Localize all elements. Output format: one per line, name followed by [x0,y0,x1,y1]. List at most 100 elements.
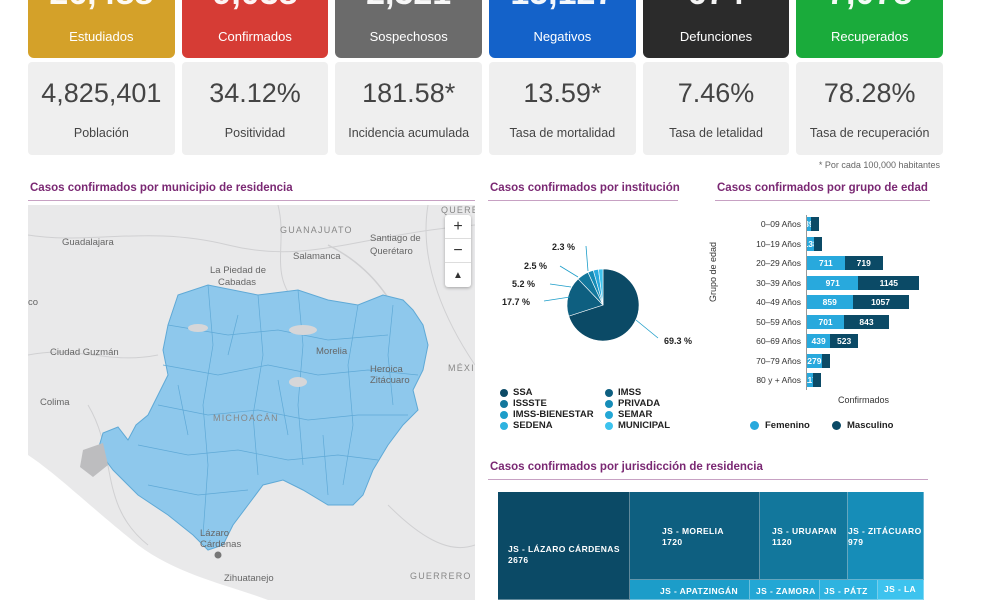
age-x-axis-title: Confirmados [838,395,890,405]
pie-legend-label: SSA [513,387,533,398]
stat-card-1: 9,038 Confirmados 34.12% Positividad [181,0,329,155]
map-label-colima: Colima [40,397,70,408]
age-bar-femenino[interactable]: 971 [807,275,859,290]
legend-dot-icon [750,421,759,430]
pie-slice-1[interactable] [566,278,604,317]
age-category-label: 0–09 Años [760,219,801,229]
pie-label-imss: 17.7 % [502,297,531,307]
zoom-in-button[interactable]: + [445,215,471,239]
pie-slice-0[interactable] [568,268,640,342]
stat-card-label: Estudiados [69,29,134,44]
pie-slice-5[interactable] [598,268,604,306]
stat-card-value: 13.59* [523,78,602,108]
treemap-tile-1[interactable]: JS - MORELIA 1720 [630,492,760,580]
treemap-tile-6[interactable]: JS - PÁTZ [820,580,878,600]
legend-dot-icon [500,388,508,397]
stat-card-metric: 4,825,401 Población [28,62,175,155]
age-bar-masculino[interactable]: 843 [844,314,889,329]
map-title-rule [28,200,475,201]
pie-legend-label: SEMAR [618,409,653,420]
age-bar-femenino[interactable]: 138 [803,236,818,251]
map-label-lazaro: Lázaro [200,528,230,539]
pie-leader-line-1 [543,296,571,302]
stat-card-metric: 181.58* Incidencia acumulada [335,62,483,155]
pie-legend-item: IMSS-BIENESTAR [500,409,610,420]
legend-dot-icon [500,399,508,408]
age-category-label: 80 y + Años [756,375,801,385]
age-bar-femenino[interactable]: 439 [807,334,831,348]
map-label-co: co [28,297,39,308]
pie-legend-label: MUNICIPAL [618,420,671,431]
pie-leader-line-0 [635,319,659,339]
pie-legend-item: MUNICIPAL [605,420,695,431]
age-category-label: 60–69 Años [756,336,801,346]
pie-label-privada: 2.5 % [524,261,548,271]
treemap-tile-name: JS - APATZINGÁN [660,586,739,596]
age-bar-masculino[interactable] [811,217,819,231]
stat-card-count: 2,321 [335,0,482,13]
age-bar-masculino[interactable] [814,236,823,251]
pie-label-imss-bienestar: 2.3 % [552,242,576,252]
treemap-tile-4[interactable]: JS - APATZINGÁN [630,580,750,600]
map-label-guadalajara: Guadalajara [62,237,114,248]
treemap-tile-name: JS - URUAPAN [772,526,837,536]
map-label-guerrero: GUERRERO [410,571,472,581]
age-bar-femenino[interactable]: 859 [807,295,853,309]
stat-card-metric: 7.46% Tasa de letalidad [642,62,790,155]
treemap-tile-3[interactable]: JS - ZITÁCUARO 979 [848,492,924,580]
treemap-tile-0[interactable]: JS - LÁZARO CÁRDENAS 2676 [498,492,630,600]
map-label-ciudad-guzman: Ciudad Guzmán [50,347,119,358]
legend-label-masculino: Masculino [847,420,894,431]
pie-legend-label: PRIVADA [618,398,661,409]
age-bar-masculino[interactable] [813,373,822,387]
stat-card-value: 78.28% [823,78,916,108]
treemap-tile-name: JS - ZITÁCUARO [848,526,922,536]
pie-label-ssa: 69.3 % [664,336,693,346]
map-label-mexico: MÉXI [448,363,475,373]
jurisdiction-treemap: JS - LÁZARO CÁRDENAS 2676 JS - MORELIA 1720… [498,492,924,600]
legend-dot-icon [500,410,508,419]
stat-card-label: Defunciones [679,29,753,44]
treemap-tile-value: 2676 [508,555,529,565]
age-axis-line [806,215,807,390]
age-bar-masculino[interactable] [821,353,830,368]
pie-legend-item: SSA [500,387,610,398]
age-title-rule [715,200,930,201]
stat-card-sublabel: Tasa de mortalidad [509,126,616,140]
michoacan-region [97,284,429,551]
stat-card-value: 34.12% [209,78,301,108]
stat-card-label: Confirmados [218,29,292,44]
age-category-label: 10–19 Años [756,238,801,249]
stat-card-0: 26,488 Estudiados 4,825,401 Población [28,0,175,155]
map-label-zihuatanejo: Zihuatanejo [224,573,274,584]
age-bar-masculino[interactable]: 523 [830,334,858,348]
treemap-tile-value: 1120 [772,537,793,547]
pie-legend-item: SEMAR [605,409,695,420]
zoom-out-button[interactable]: − [445,239,471,263]
age-bar-femenino[interactable]: 701 [807,314,845,329]
treemap-tile-5[interactable]: JS - ZAMORA [750,580,820,600]
age-bar-masculino[interactable]: 719 [844,256,883,270]
stat-card-sublabel: Tasa de letalidad [669,126,763,140]
age-bar-femenino[interactable]: 117 [803,373,817,387]
age-bar-masculino[interactable]: 1145 [858,275,920,290]
age-category-label: 40–49 Años [756,297,801,307]
map-controls: + − ▲ [445,215,471,287]
stat-card-sublabel: Tasa de recuperación [809,126,930,140]
stat-card-metric: 78.28% Tasa de recuperación [796,62,944,155]
treemap-tile-2[interactable]: JS - URUAPAN 1120 [760,492,848,580]
map-label-heroica: Heroica [370,364,403,375]
age-bar-femenino[interactable]: 279 [807,353,822,368]
treemap-tile-7[interactable]: JS - LA [878,580,924,600]
compass-button[interactable]: ▲ [453,269,463,281]
age-bar-masculino[interactable]: 1057 [852,295,909,309]
treemap-tile-name: JS - LÁZARO CÁRDENAS [508,544,620,554]
age-bar-femenino[interactable]: 711 [807,256,845,270]
stat-cards: 26,488 Estudiados 4,825,401 Población 9,038 C… [28,0,944,155]
stat-card-label: Negativos [533,29,592,44]
pie-leader-line-4 [585,245,589,272]
municipality-map[interactable]: + − ▲ GUANAJUATO QUERE Guadalajara Salam… [28,205,475,600]
legend-dot-icon [605,399,613,408]
age-bar-femenino[interactable]: 39 [804,217,814,231]
age-category-label: 70–79 Años [756,355,801,366]
